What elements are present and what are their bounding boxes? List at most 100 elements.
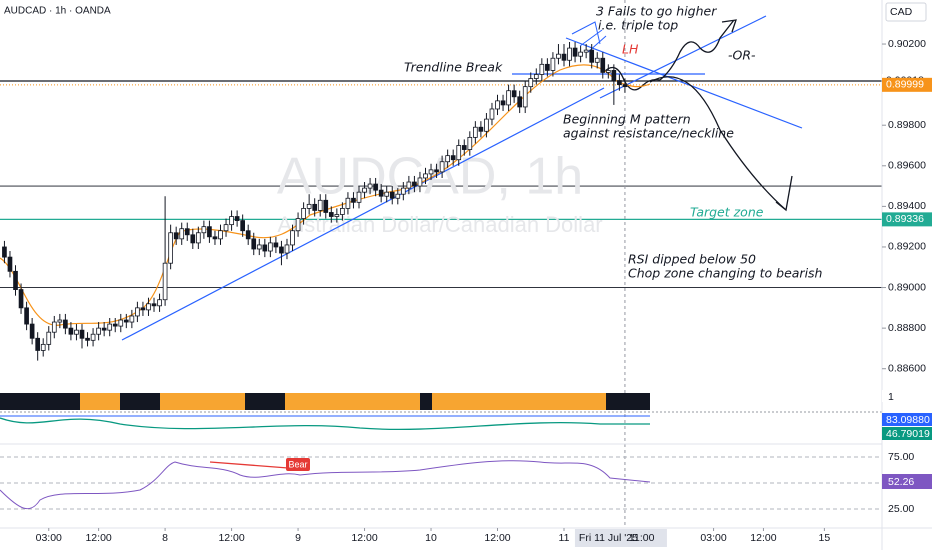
- candle-body: [367, 183, 373, 189]
- candle-body: [545, 63, 550, 71]
- annotation: Chop zone changing to bearish: [628, 266, 823, 281]
- candle-body: [362, 187, 367, 193]
- candle-body: [112, 323, 118, 327]
- rsi-last-bg: [882, 474, 932, 489]
- annotation: RSI dipped below 50: [628, 252, 756, 267]
- x-tick-label: 12:00: [85, 532, 111, 544]
- candle-body: [312, 203, 318, 211]
- bull-path: [659, 19, 737, 81]
- candle-body: [295, 218, 301, 232]
- bear-tag: [286, 458, 310, 471]
- indicator-label: 46.79019: [886, 428, 930, 440]
- candle-body: [617, 80, 622, 86]
- candle-body: [572, 47, 578, 57]
- x-tick-label: 8: [162, 532, 168, 544]
- candle-body: [428, 169, 434, 175]
- annotation: LH: [622, 42, 639, 57]
- candle-body: [218, 230, 223, 240]
- candle-body: [445, 155, 450, 163]
- trendline: [121, 87, 605, 341]
- candle-body: [146, 303, 151, 311]
- indicator-label-bg: [882, 390, 932, 402]
- candle-body: [256, 244, 262, 250]
- candle-body: [395, 193, 401, 199]
- annotations: 3 Fails to go higher i.e. triple top LH …: [404, 4, 823, 281]
- chart-title: AUDCAD · 1h · OANDA: [4, 6, 111, 17]
- candle-body: [96, 327, 101, 335]
- rsi-last: 52.26: [888, 476, 914, 488]
- candle-body: [434, 169, 439, 173]
- x-tick-label: 10: [425, 532, 437, 544]
- candle-body: [306, 203, 312, 209]
- candle-body: [90, 333, 96, 341]
- candle-body: [279, 246, 284, 254]
- candle-body: [207, 226, 212, 238]
- oscillator: [0, 417, 650, 430]
- candle-body: [85, 337, 90, 341]
- indicator-strip-dark: [0, 393, 650, 410]
- candle-body: [7, 256, 13, 272]
- candle-body: [268, 242, 273, 252]
- candle-body: [323, 199, 329, 213]
- candle-body: [589, 49, 595, 63]
- candle-body: [129, 315, 135, 323]
- x-tick-label: 12:00: [750, 532, 776, 544]
- candle-body: [578, 51, 583, 57]
- candle-body: [461, 145, 467, 150]
- candle-body: [373, 183, 378, 191]
- candle-body: [13, 270, 18, 290]
- cursor-bg: [574, 529, 667, 547]
- candle-body: [24, 307, 29, 325]
- candle-body: [517, 96, 523, 108]
- x-tick-label: 12:00: [484, 532, 510, 544]
- indicator-label-bg: [882, 413, 932, 426]
- grid: [0, 0, 882, 528]
- indicator-strip: [0, 393, 650, 410]
- candle-body: [184, 228, 190, 236]
- candle-body: [351, 197, 356, 203]
- candle-body: [622, 84, 628, 88]
- candle-body: [79, 329, 85, 339]
- x-tick-label: 03:00: [36, 532, 62, 544]
- candle-body: [412, 181, 417, 187]
- last-price-label: 0.89999: [886, 79, 924, 91]
- currency-box: [885, 2, 927, 22]
- candle-body: [378, 189, 384, 197]
- x-tick-label: 15: [819, 532, 831, 544]
- indicator-label: 83.09880: [886, 414, 930, 426]
- candle-body: [262, 244, 268, 252]
- candle-body: [68, 327, 74, 335]
- candle-body: [101, 327, 107, 331]
- candle-body: [489, 108, 495, 120]
- candle-body: [74, 329, 79, 335]
- candle-body: [556, 53, 561, 59]
- candle-body: [550, 57, 556, 71]
- candle-body: [151, 303, 157, 307]
- y-tick-label: 0.89000: [888, 281, 926, 293]
- candle-body: [135, 307, 140, 317]
- candle-body: [605, 70, 611, 73]
- candle-body: [212, 236, 218, 240]
- y-tick-label: 0.89800: [888, 119, 926, 131]
- x-tick-label: 11: [559, 532, 570, 544]
- y-tick-label: 0.89400: [888, 200, 926, 212]
- candle-body: [35, 337, 41, 351]
- candle-body: [18, 289, 24, 309]
- bear-label: Bear: [288, 459, 307, 469]
- annotation: Beginning M pattern: [563, 112, 691, 127]
- candle-body: [406, 181, 412, 189]
- divergence: [209, 461, 289, 469]
- candle-body: [123, 319, 129, 323]
- candle-body: [2, 246, 7, 258]
- candle-body: [140, 307, 146, 311]
- y-tick-label: 0.88800: [888, 322, 926, 334]
- candle-body: [301, 208, 306, 219]
- cursor-time: 11:00: [629, 532, 655, 544]
- axes: 0.88600 0.88800 0.89000 0.89200 0.89400 0.896…: [36, 38, 932, 547]
- candle-body: [511, 90, 517, 98]
- y-tick-label: 0.90200: [888, 38, 926, 50]
- candle-body: [57, 319, 63, 323]
- annotation: Target zone: [690, 205, 764, 220]
